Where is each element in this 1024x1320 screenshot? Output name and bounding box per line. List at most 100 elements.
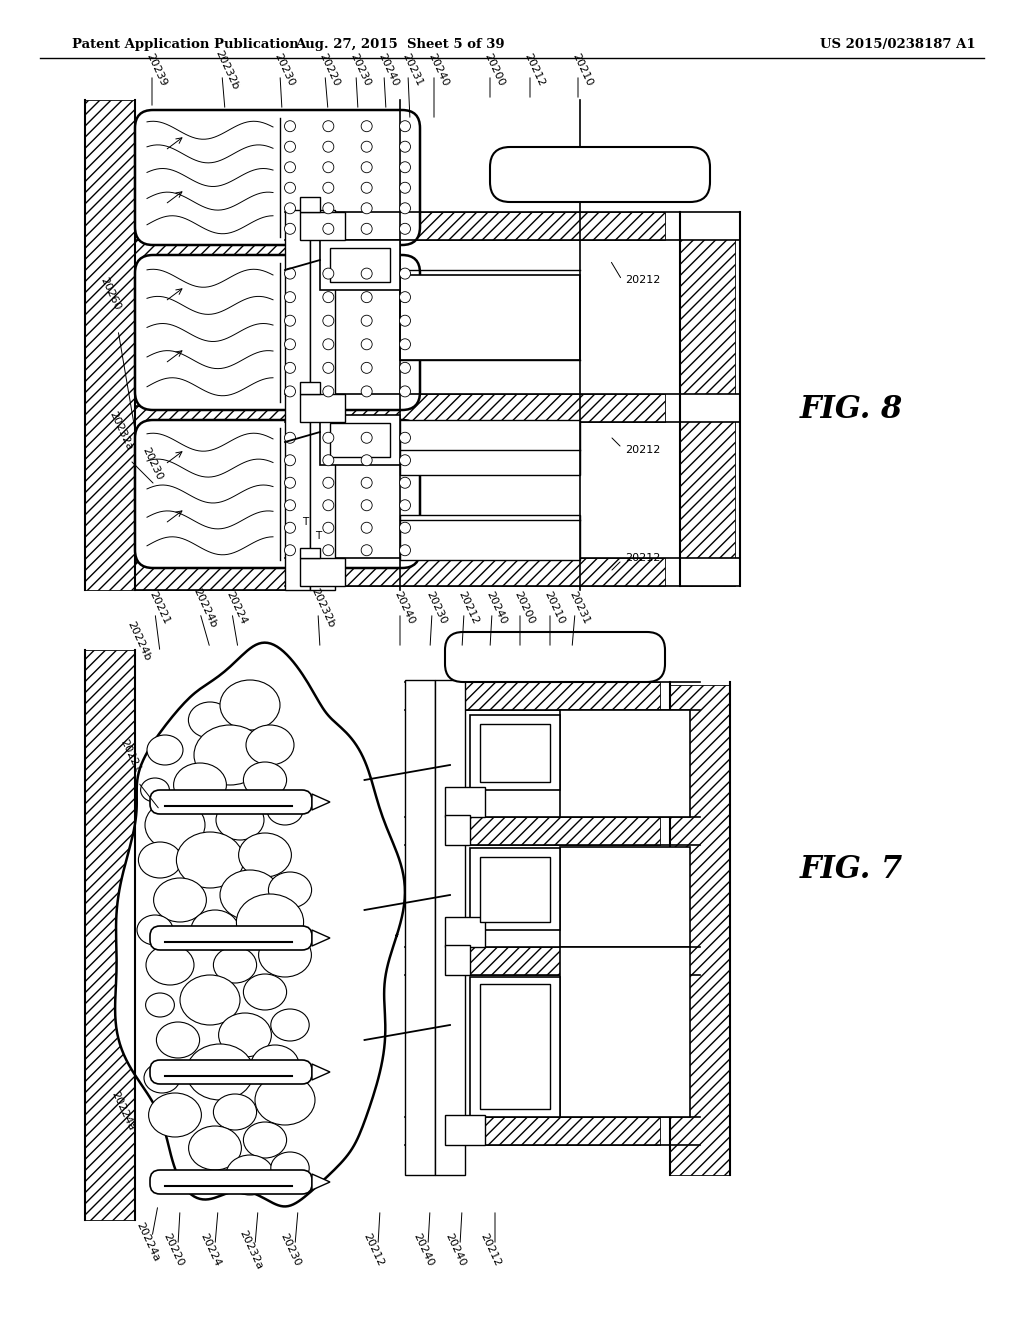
Text: Aug. 27, 2015  Sheet 5 of 39: Aug. 27, 2015 Sheet 5 of 39 <box>295 38 505 51</box>
Bar <box>400 420 580 475</box>
Text: 20240: 20240 <box>484 590 509 626</box>
Bar <box>680 393 740 422</box>
Text: 20212: 20212 <box>625 553 660 564</box>
Bar <box>445 787 485 817</box>
Text: 20212: 20212 <box>457 590 480 626</box>
Circle shape <box>361 478 372 488</box>
Circle shape <box>361 432 372 444</box>
Bar <box>85 100 135 590</box>
Text: 20240: 20240 <box>443 1232 468 1269</box>
Text: 20200: 20200 <box>482 51 507 88</box>
Circle shape <box>285 385 296 397</box>
Circle shape <box>285 162 296 173</box>
Ellipse shape <box>174 763 226 807</box>
Circle shape <box>285 432 296 444</box>
Ellipse shape <box>268 873 311 908</box>
Bar <box>135 562 285 590</box>
Circle shape <box>361 385 372 397</box>
Circle shape <box>361 339 372 350</box>
Circle shape <box>361 362 372 374</box>
Circle shape <box>285 545 296 556</box>
Circle shape <box>285 478 296 488</box>
Circle shape <box>399 339 411 350</box>
Text: 20239: 20239 <box>144 51 169 88</box>
Circle shape <box>323 120 334 132</box>
Ellipse shape <box>270 1152 309 1184</box>
Bar <box>300 393 345 422</box>
Text: 20221: 20221 <box>147 590 172 626</box>
Ellipse shape <box>237 894 303 950</box>
Circle shape <box>285 120 296 132</box>
Circle shape <box>285 455 296 466</box>
Ellipse shape <box>216 800 264 840</box>
Circle shape <box>399 182 411 193</box>
Bar <box>285 558 665 586</box>
FancyBboxPatch shape <box>150 927 312 950</box>
Circle shape <box>285 141 296 152</box>
Ellipse shape <box>191 909 239 950</box>
Text: 20232b: 20232b <box>213 49 240 91</box>
Circle shape <box>323 478 334 488</box>
Circle shape <box>361 292 372 302</box>
Bar <box>300 197 319 213</box>
Circle shape <box>361 223 372 235</box>
Ellipse shape <box>180 975 240 1026</box>
Bar <box>445 945 470 975</box>
Ellipse shape <box>176 832 244 888</box>
Circle shape <box>285 223 296 235</box>
Text: 20240: 20240 <box>377 51 400 88</box>
Circle shape <box>399 478 411 488</box>
Circle shape <box>399 385 411 397</box>
FancyBboxPatch shape <box>150 1060 312 1084</box>
FancyBboxPatch shape <box>150 789 312 814</box>
Bar <box>445 814 470 845</box>
Bar <box>406 817 660 845</box>
Polygon shape <box>312 931 330 946</box>
Bar <box>670 685 730 1175</box>
Ellipse shape <box>145 800 205 850</box>
Bar <box>310 210 335 590</box>
Text: 20220: 20220 <box>162 1232 185 1269</box>
Circle shape <box>323 362 334 374</box>
Bar <box>406 946 660 975</box>
Circle shape <box>323 268 334 279</box>
Circle shape <box>323 315 334 326</box>
Bar <box>319 414 400 465</box>
FancyBboxPatch shape <box>490 147 710 202</box>
Text: 20224b: 20224b <box>126 619 153 663</box>
Ellipse shape <box>239 833 292 876</box>
Circle shape <box>361 500 372 511</box>
Circle shape <box>285 500 296 511</box>
Ellipse shape <box>226 1155 274 1195</box>
Text: 20240: 20240 <box>392 590 417 626</box>
Ellipse shape <box>154 878 207 921</box>
Circle shape <box>323 523 334 533</box>
Circle shape <box>285 523 296 533</box>
Ellipse shape <box>255 1074 315 1125</box>
Bar <box>680 558 740 586</box>
Ellipse shape <box>138 842 181 878</box>
Text: 20212: 20212 <box>625 445 660 455</box>
Bar <box>406 1117 660 1144</box>
Circle shape <box>399 120 411 132</box>
Circle shape <box>285 292 296 302</box>
Text: FIG. 7: FIG. 7 <box>800 854 903 886</box>
Circle shape <box>399 362 411 374</box>
Ellipse shape <box>188 1126 242 1170</box>
Text: 20240: 20240 <box>427 51 451 88</box>
Bar <box>400 275 580 360</box>
Circle shape <box>361 523 372 533</box>
Text: 20200: 20200 <box>513 590 537 626</box>
Polygon shape <box>312 1064 330 1080</box>
Polygon shape <box>312 1173 330 1191</box>
FancyBboxPatch shape <box>135 420 420 568</box>
Circle shape <box>399 315 411 326</box>
Circle shape <box>285 182 296 193</box>
Text: 20230: 20230 <box>348 51 373 88</box>
Ellipse shape <box>157 1022 200 1059</box>
Text: 20232a: 20232a <box>237 1229 264 1271</box>
Bar <box>470 715 560 789</box>
Text: 20230: 20230 <box>279 1232 302 1269</box>
Ellipse shape <box>140 777 169 803</box>
Ellipse shape <box>244 1122 287 1158</box>
